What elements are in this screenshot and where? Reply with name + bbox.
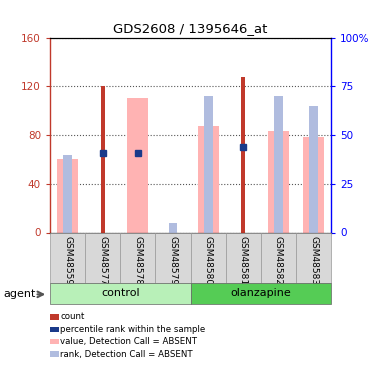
Text: GSM48579: GSM48579 [169,236,177,285]
Bar [50,339,59,344]
Bar [268,131,289,232]
Text: count: count [60,312,85,321]
Bar [50,314,59,320]
Text: GSM48559: GSM48559 [63,236,72,285]
Bar [50,351,59,357]
Bar [198,126,219,232]
Bar [191,232,226,283]
Bar [261,232,296,283]
Bar [296,232,331,283]
Bar [50,327,59,332]
Text: GSM48580: GSM48580 [204,236,213,285]
Bar [241,76,245,232]
Bar [50,283,191,304]
Text: olanzapine: olanzapine [231,288,291,298]
Bar [57,159,78,232]
Text: agent: agent [4,290,36,299]
Bar [100,86,105,232]
Bar [303,138,324,232]
Text: rank, Detection Call = ABSENT: rank, Detection Call = ABSENT [60,350,193,358]
Bar [274,96,283,232]
Bar [156,232,191,283]
Bar [204,96,213,232]
Bar [50,232,85,283]
Bar [191,283,331,304]
Text: percentile rank within the sample: percentile rank within the sample [60,325,206,334]
Bar [121,232,156,283]
Text: GSM48583: GSM48583 [309,236,318,285]
Bar [169,223,177,232]
Bar [226,232,261,283]
Title: GDS2608 / 1395646_at: GDS2608 / 1395646_at [114,22,268,35]
Bar [85,232,120,283]
Text: value, Detection Call = ABSENT: value, Detection Call = ABSENT [60,337,198,346]
Text: GSM48577: GSM48577 [98,236,107,285]
Bar [127,99,148,232]
Text: control: control [101,288,140,298]
Bar [309,106,318,232]
Bar [63,154,72,232]
Text: GSM48582: GSM48582 [274,236,283,285]
Text: GSM48581: GSM48581 [239,236,248,285]
Text: GSM48578: GSM48578 [133,236,142,285]
